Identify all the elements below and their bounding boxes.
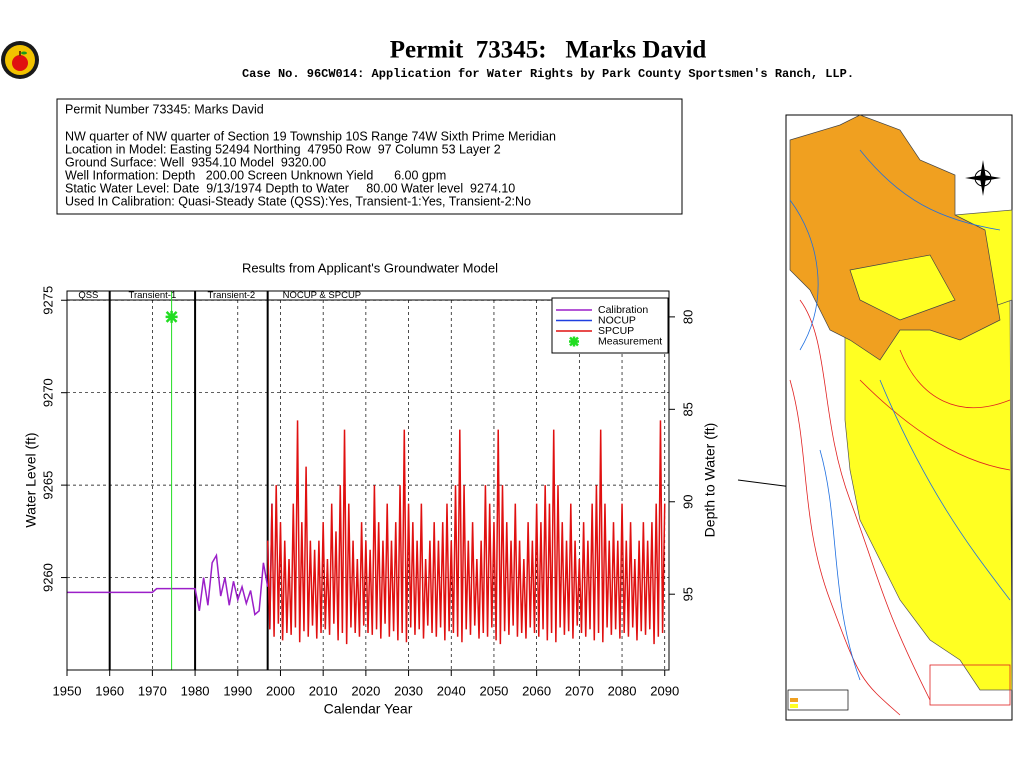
legend-label: Calibration	[598, 304, 648, 316]
x-tick-label: 2060	[522, 683, 551, 698]
plot: 1950 1960 1970 1980 1990 2000 2010 2020 2030 2040…	[40, 286, 695, 699]
y-tick-label: 9270	[40, 378, 55, 407]
period-label: Transient-2	[208, 290, 256, 301]
info-line: NW quarter of NW quarter of Section 19 T…	[65, 129, 556, 143]
period-label: QSS	[78, 290, 98, 301]
x-tick-label: 2000	[266, 683, 295, 698]
compass	[965, 160, 1001, 196]
period-label: Transient-1	[129, 290, 177, 301]
y-tick-label: 9265	[40, 471, 55, 500]
map-layer-2c	[849, 254, 956, 321]
period-label: NOCUP & SPCUP	[283, 290, 361, 301]
x-tick-label: 2030	[394, 683, 423, 698]
logo	[1, 41, 39, 79]
page-title: Permit 73345: Marks David	[390, 37, 707, 64]
info-box	[56, 98, 683, 215]
y2-tick-label: 90	[680, 495, 695, 509]
map-grid-block	[929, 664, 1011, 706]
x-axis-label: Calendar Year	[324, 701, 413, 717]
x-tick-label: 2010	[309, 683, 338, 698]
legend-label: NOCUP	[598, 314, 636, 326]
y2-tick-label: 80	[680, 310, 695, 324]
measurement-marker	[165, 310, 178, 323]
page-subtitle: Case No. 96CW014: Application for Water …	[242, 67, 854, 81]
x-tick-label: 2080	[608, 683, 637, 698]
y-axis-label: Water Level (ft)	[23, 432, 39, 527]
info-lines: Permit Number 73345: Marks David NW quart…	[65, 102, 556, 208]
x-tick-label: 1990	[223, 683, 252, 698]
y2-axis-label: Depth to Water (ft)	[702, 423, 718, 538]
x-tick-label: 2020	[351, 683, 380, 698]
series-line	[266, 420, 666, 645]
x-tick-label: 2090	[650, 683, 679, 698]
map-legend-swatch	[790, 698, 798, 702]
map-roads	[789, 299, 1011, 716]
x-tick-label: 1980	[181, 683, 210, 698]
x-tick-label: 2040	[437, 683, 466, 698]
y-tick-label: 9260	[40, 563, 55, 592]
x-tick-label: 1950	[53, 683, 82, 698]
map-legend-swatch	[790, 704, 798, 708]
plot-frame	[66, 290, 670, 671]
legend-label: SPCUP	[598, 325, 634, 337]
y2-tick-label: 95	[680, 587, 695, 601]
chart-title: Results from Applicant's Groundwater Mod…	[242, 260, 498, 275]
map	[785, 114, 1013, 721]
map-legend	[787, 689, 849, 711]
info-line: Location in Model: Easting 52494 Northin…	[65, 142, 501, 156]
info-line: Permit Number 73345: Marks David	[65, 102, 264, 116]
legend-marker	[569, 336, 579, 347]
y-tick-label: 9275	[40, 286, 55, 315]
x-tick-label: 1970	[138, 683, 167, 698]
map-rivers	[789, 149, 1011, 681]
info-line: Well Information: Depth 200.00 Screen Un…	[65, 168, 446, 182]
x-tick-label: 2050	[479, 683, 508, 698]
info-line: Used In Calibration: Quasi-Steady State …	[65, 194, 531, 208]
series-line	[67, 553, 269, 616]
x-tick-label: 1960	[95, 683, 124, 698]
y2-tick-label: 85	[680, 402, 695, 416]
x-tick-label: 2070	[565, 683, 594, 698]
info-line: Static Water Level: Date 9/13/1974 Depth…	[65, 181, 515, 195]
info-line: Ground Surface: Well 9354.10 Model 9320.…	[65, 155, 326, 169]
legend-label: Measurement	[598, 335, 662, 347]
